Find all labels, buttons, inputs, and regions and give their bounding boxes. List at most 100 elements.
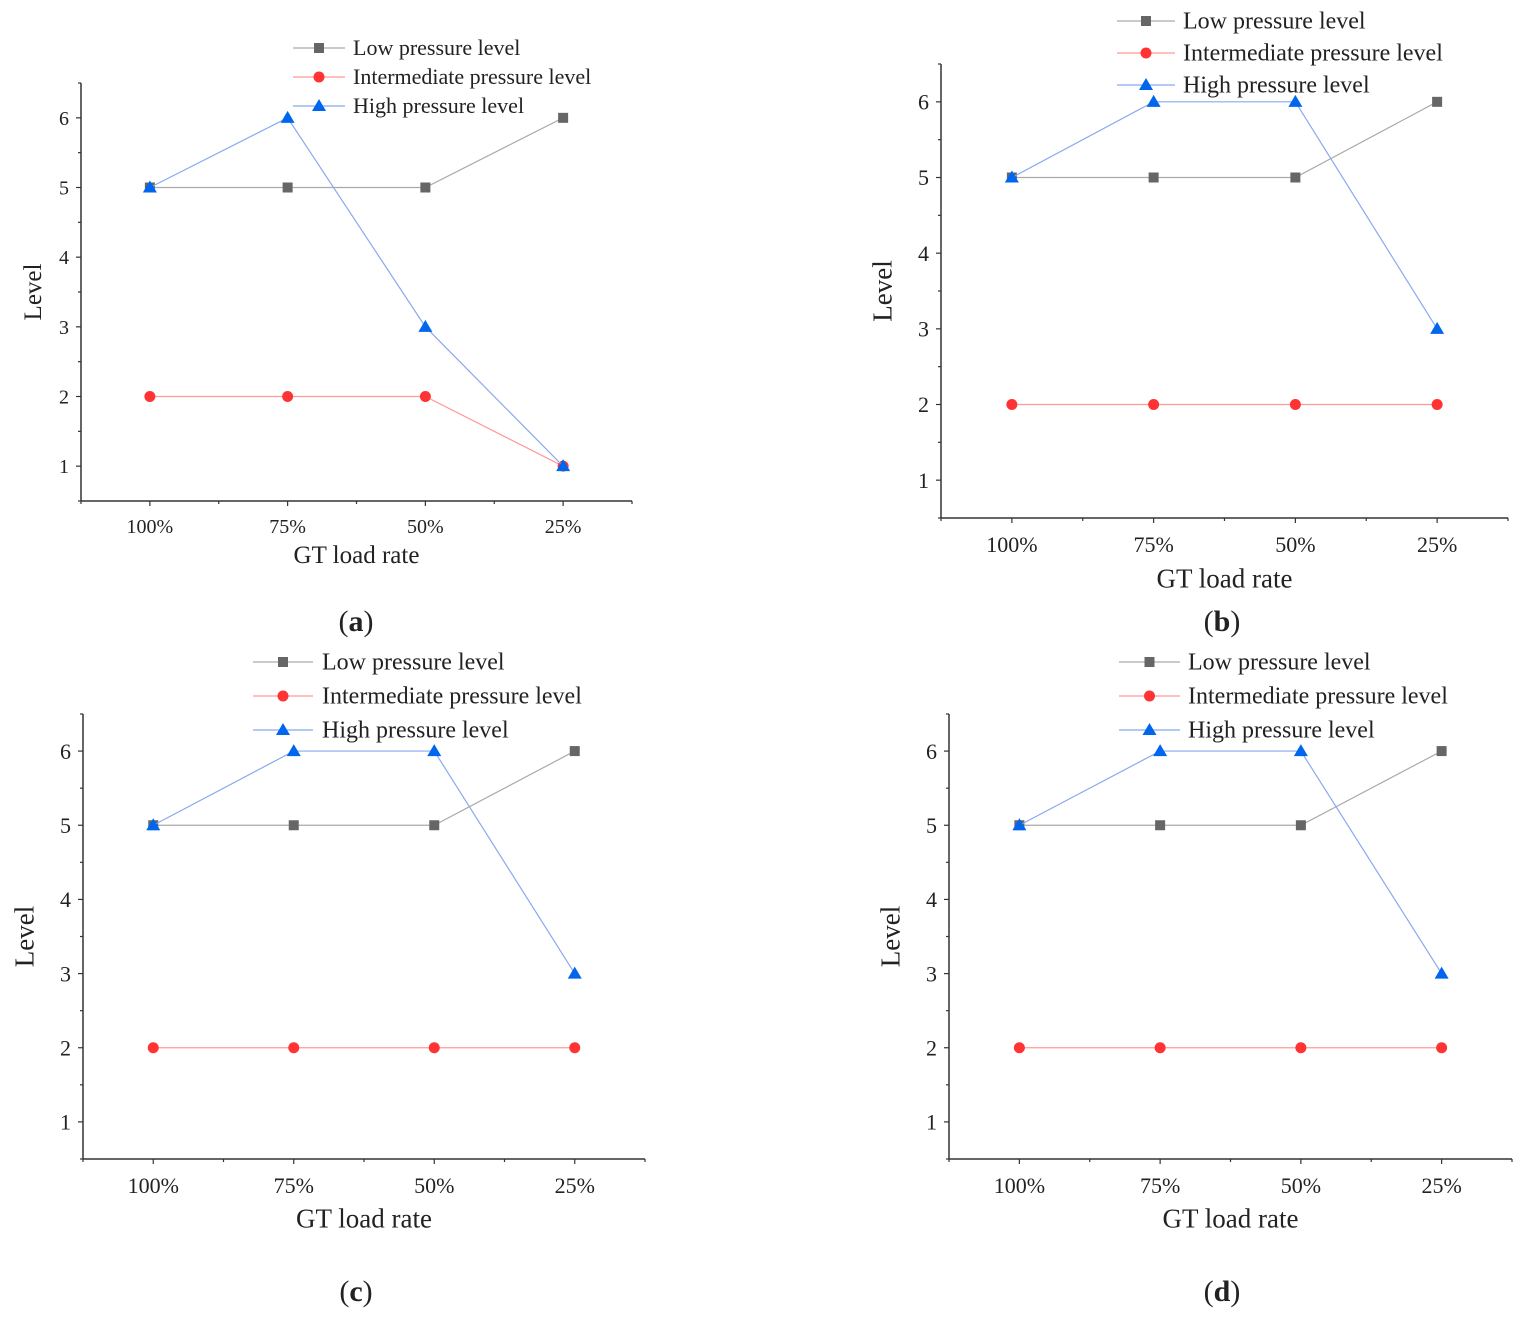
y-tick-label: 3 — [59, 317, 69, 339]
series-square — [1006, 96, 1443, 183]
panel-b: 1 2 3 4 5 6 100% 75% 50% 25% GT load rate Level (b) L… — [867, 9, 1509, 638]
y-tick-label: 5 — [59, 178, 69, 200]
x-tick-label: 75% — [1133, 532, 1173, 557]
series-line — [149, 117, 564, 189]
legend-marker — [313, 71, 325, 83]
y-tick-label: 5 — [926, 813, 937, 838]
caption-letter: c — [349, 1275, 362, 1308]
data-point — [1012, 818, 1027, 831]
x-tick-label: 75% — [269, 516, 306, 538]
data-point — [1436, 746, 1447, 757]
y-axis-label: Level — [9, 906, 39, 967]
y-tick-label: 2 — [918, 392, 929, 417]
legend-label: Low pressure level — [1188, 650, 1371, 676]
data-point — [556, 459, 571, 472]
legend-marker — [1142, 723, 1157, 735]
x-axis-label: GT load rate — [1163, 1203, 1299, 1233]
panel-c: 1 2 3 4 5 6 100% 75% 50% 25% GT load rate Level (c) L… — [9, 650, 646, 1308]
x-tick-label: 50% — [407, 516, 444, 538]
data-point — [1436, 1042, 1448, 1054]
series-triangle — [146, 744, 582, 979]
x-tick-label: 100% — [994, 1173, 1045, 1198]
data-point — [418, 319, 433, 332]
legend-label: Intermediate pressure level — [1183, 41, 1443, 67]
panel-a: 1 2 3 4 5 6 100% 75% 50% 25% GT load rate Level (a) L… — [20, 35, 633, 638]
y-tick-label: 3 — [926, 961, 937, 986]
x-tick-label: 50% — [414, 1173, 454, 1198]
legend-item: Low pressure level — [1117, 9, 1366, 35]
y-tick-label: 2 — [926, 1035, 937, 1060]
series-triangle — [142, 110, 571, 472]
y-tick-label: 1 — [926, 1110, 937, 1135]
y-tick-label: 6 — [918, 90, 929, 115]
legend-marker — [1139, 78, 1153, 90]
data-point — [1148, 172, 1159, 183]
caption-paren-open: ( — [339, 1275, 349, 1308]
data-point — [558, 112, 569, 123]
data-point — [569, 746, 580, 757]
series-triangle — [1012, 744, 1449, 979]
legend-marker — [276, 723, 290, 735]
data-point — [428, 1042, 440, 1054]
legend-label: Low pressure level — [353, 35, 520, 60]
data-point — [1290, 172, 1301, 183]
legend-label: High pressure level — [353, 93, 524, 118]
data-point — [286, 744, 301, 757]
legend-item: Low pressure level — [293, 35, 520, 60]
data-point — [1430, 321, 1445, 334]
data-point — [569, 1042, 581, 1054]
x-tick-label: 75% — [274, 1173, 314, 1198]
x-tick-label: 50% — [1275, 532, 1315, 557]
x-tick-label: 25% — [545, 516, 582, 538]
data-point — [1155, 820, 1166, 831]
series-line — [1011, 101, 1438, 330]
data-point — [420, 182, 431, 193]
data-point — [1295, 820, 1306, 831]
legend-label: High pressure level — [322, 718, 509, 744]
y-tick-label: 4 — [59, 247, 69, 269]
y-axis-label: Level — [867, 260, 897, 321]
data-point — [1148, 399, 1160, 410]
x-tick-label: 100% — [128, 1173, 179, 1198]
caption-paren-close: ) — [1230, 1275, 1240, 1308]
y-tick-label: 4 — [926, 887, 937, 912]
legend-label: Intermediate pressure level — [353, 64, 591, 89]
data-point — [567, 966, 582, 979]
series-triangle — [1004, 94, 1445, 334]
series-square — [144, 112, 569, 193]
legend-item: High pressure level — [1117, 73, 1370, 99]
legend-label: Low pressure level — [1183, 9, 1366, 35]
data-point — [282, 391, 294, 402]
y-tick-label: 3 — [918, 317, 929, 342]
series-circle — [144, 391, 569, 472]
legend-marker — [312, 99, 326, 111]
series-line — [149, 117, 564, 467]
data-point — [1006, 399, 1018, 410]
legend-label: High pressure level — [1188, 718, 1375, 744]
caption-letter: a — [349, 605, 364, 638]
data-point — [146, 818, 161, 831]
legend-item: High pressure level — [293, 93, 524, 118]
x-tick-label: 50% — [1281, 1173, 1321, 1198]
legend-label: High pressure level — [1183, 73, 1370, 99]
legend-label: Intermediate pressure level — [322, 684, 582, 710]
x-tick-label: 25% — [555, 1173, 595, 1198]
data-point — [1288, 94, 1303, 107]
y-tick-label: 6 — [60, 739, 71, 764]
data-point — [1432, 96, 1443, 107]
y-tick-label: 4 — [918, 241, 929, 266]
data-point — [1154, 1042, 1166, 1054]
data-point — [288, 1042, 300, 1054]
legend-marker — [277, 690, 289, 702]
caption-paren-close: ) — [364, 605, 374, 638]
caption-letter: d — [1214, 1275, 1231, 1308]
data-point — [147, 1042, 159, 1054]
data-point — [1153, 744, 1168, 757]
y-tick-label: 6 — [59, 108, 69, 130]
caption-paren-open: ( — [339, 605, 349, 638]
data-point — [427, 744, 442, 757]
panel-caption: (c) — [339, 1275, 372, 1308]
legend-item: Intermediate pressure level — [1117, 41, 1443, 67]
x-axis-label: GT load rate — [296, 1203, 432, 1233]
y-tick-label: 1 — [60, 1110, 71, 1135]
